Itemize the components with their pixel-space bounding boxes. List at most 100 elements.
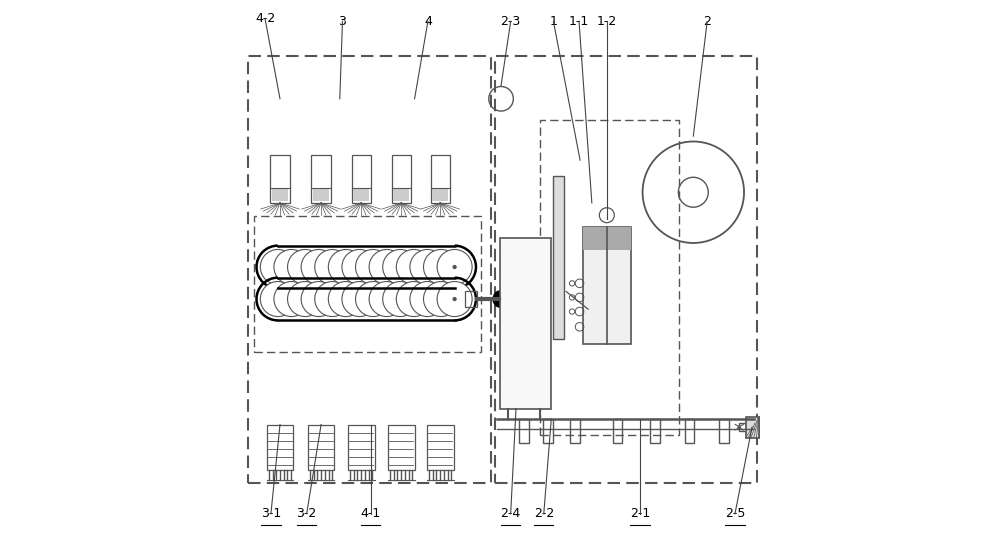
Circle shape (452, 265, 457, 269)
Bar (270, 155, 290, 203)
Text: 2: 2 (703, 15, 711, 28)
Circle shape (315, 249, 350, 285)
Text: 4: 4 (424, 15, 432, 28)
Circle shape (398, 265, 402, 269)
Text: 2-1: 2-1 (630, 507, 650, 520)
Circle shape (356, 249, 391, 285)
Bar (431, 155, 450, 203)
Bar (583, 227, 631, 250)
Bar (553, 176, 564, 339)
Bar (746, 417, 759, 438)
Bar (739, 423, 746, 431)
Circle shape (328, 249, 363, 285)
Circle shape (371, 265, 375, 269)
Circle shape (423, 281, 459, 317)
Circle shape (384, 297, 389, 301)
Bar (540, 120, 679, 435)
Circle shape (315, 281, 350, 317)
Circle shape (410, 249, 445, 285)
Text: 1: 1 (549, 15, 557, 28)
Circle shape (493, 290, 510, 308)
Circle shape (276, 265, 280, 269)
Bar (308, 425, 334, 470)
Text: 1-1: 1-1 (569, 15, 589, 28)
Bar (495, 56, 757, 483)
Circle shape (301, 249, 336, 285)
Circle shape (369, 249, 404, 285)
Bar (583, 227, 631, 344)
Text: 2-4: 2-4 (501, 507, 521, 520)
Bar (348, 425, 375, 470)
Bar (685, 419, 694, 443)
Circle shape (396, 281, 431, 317)
Text: 3: 3 (339, 15, 346, 28)
Bar (500, 238, 551, 409)
Circle shape (288, 249, 323, 285)
Bar (519, 419, 529, 443)
Circle shape (412, 297, 416, 301)
Circle shape (330, 297, 334, 301)
Bar (311, 155, 331, 203)
Bar (570, 419, 580, 443)
Circle shape (439, 297, 443, 301)
Circle shape (317, 297, 321, 301)
Bar (388, 425, 415, 470)
Circle shape (396, 249, 431, 285)
Circle shape (274, 281, 309, 317)
Bar (432, 188, 448, 201)
Text: 4-2: 4-2 (255, 12, 275, 25)
Text: 3-2: 3-2 (297, 507, 317, 520)
Circle shape (356, 281, 391, 317)
Circle shape (328, 281, 363, 317)
Bar (543, 419, 553, 443)
Bar (267, 425, 293, 470)
Bar (313, 188, 329, 201)
Circle shape (260, 249, 295, 285)
Text: 2-3: 2-3 (501, 15, 521, 28)
Circle shape (344, 297, 348, 301)
Bar (353, 188, 369, 201)
Bar (719, 419, 729, 443)
Circle shape (274, 249, 309, 285)
Circle shape (383, 249, 418, 285)
Circle shape (439, 265, 443, 269)
Circle shape (398, 297, 402, 301)
Circle shape (289, 297, 294, 301)
Text: 1-2: 1-2 (597, 15, 617, 28)
Circle shape (371, 297, 375, 301)
Circle shape (344, 265, 348, 269)
Circle shape (260, 281, 295, 317)
Circle shape (357, 297, 362, 301)
Text: 3-1: 3-1 (261, 507, 281, 520)
Circle shape (317, 265, 321, 269)
Circle shape (452, 297, 457, 301)
Circle shape (288, 281, 323, 317)
Circle shape (410, 281, 445, 317)
Circle shape (289, 265, 294, 269)
Bar (272, 188, 288, 201)
Circle shape (423, 249, 459, 285)
Bar (393, 188, 409, 201)
Text: 2-5: 2-5 (725, 507, 745, 520)
Bar (427, 425, 454, 470)
Circle shape (357, 265, 362, 269)
Circle shape (276, 297, 280, 301)
Bar (392, 155, 411, 203)
Circle shape (330, 265, 334, 269)
Circle shape (303, 265, 307, 269)
Bar (465, 291, 477, 307)
Circle shape (437, 249, 472, 285)
Circle shape (425, 265, 430, 269)
Circle shape (412, 265, 416, 269)
Circle shape (437, 281, 472, 317)
Circle shape (303, 297, 307, 301)
Bar (613, 419, 622, 443)
Circle shape (342, 281, 377, 317)
Bar (254, 216, 481, 352)
Circle shape (369, 281, 404, 317)
Text: 4-1: 4-1 (361, 507, 381, 520)
Bar (352, 155, 371, 203)
Bar (650, 419, 660, 443)
Circle shape (599, 208, 614, 223)
Circle shape (342, 249, 377, 285)
